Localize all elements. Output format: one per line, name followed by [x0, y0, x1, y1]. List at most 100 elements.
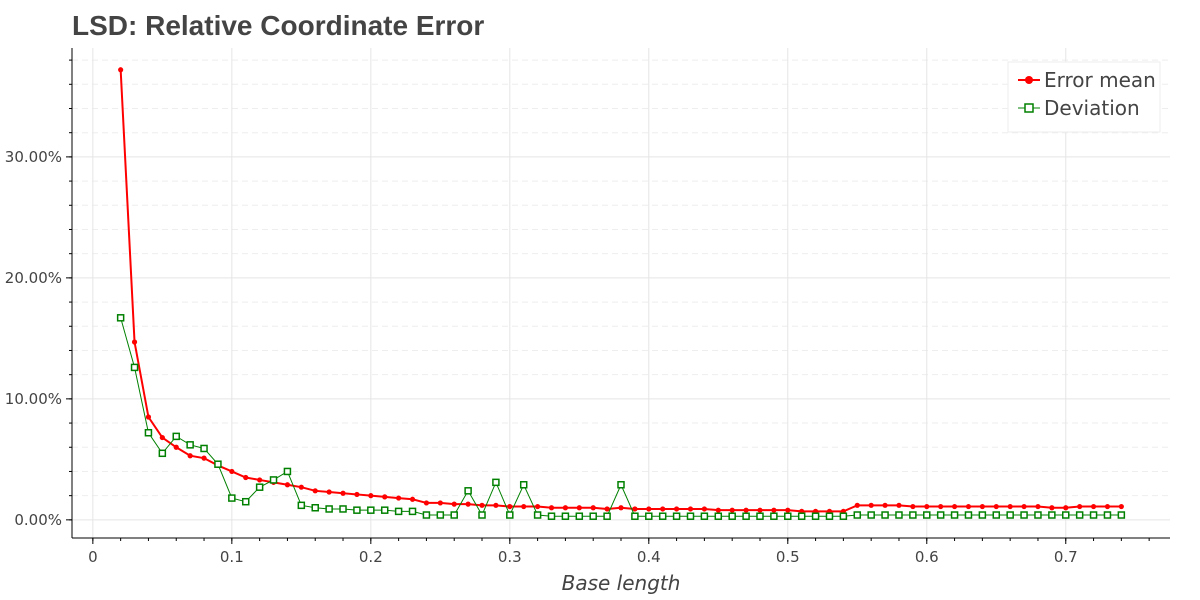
data-point-error-mean	[479, 502, 485, 508]
data-point-error-mean	[1118, 503, 1124, 510]
data-point-deviation	[144, 428, 153, 437]
data-point-deviation	[186, 441, 194, 449]
axes: 0 0.1 0.2 0.3 0.4 0.5 0.6 0.7 0.00% 10.00% 20.00% 3…	[5, 48, 1170, 566]
data-point-deviation	[853, 511, 862, 519]
data-point-deviation	[200, 444, 208, 453]
x-tick-label: 0.1	[220, 548, 244, 566]
data-point-error-mean	[548, 505, 555, 511]
data-point-deviation	[631, 512, 639, 520]
data-point-error-mean	[771, 507, 777, 513]
data-point-deviation	[617, 481, 625, 489]
data-point-error-mean	[896, 502, 902, 508]
data-point-error-mean	[1007, 503, 1013, 510]
data-point-error-mean	[312, 488, 318, 494]
data-point-deviation	[533, 511, 542, 519]
data-point-error-mean	[687, 506, 694, 512]
data-point-deviation	[978, 511, 987, 519]
data-point-deviation	[367, 506, 375, 514]
data-point-error-mean	[729, 507, 735, 513]
data-point-error-mean	[521, 503, 527, 510]
data-point-deviation	[811, 512, 820, 520]
data-point-error-mean	[1090, 503, 1097, 510]
data-point-deviation	[672, 512, 681, 520]
data-point-deviation	[950, 511, 959, 519]
data-point-error-mean	[298, 484, 304, 490]
data-point-error-mean	[715, 507, 721, 513]
data-point-deviation	[658, 512, 667, 520]
data-point-deviation	[992, 511, 1001, 519]
data-point-deviation	[589, 512, 597, 520]
data-point-error-mean	[1104, 503, 1111, 510]
legend-label-deviation: Deviation	[1044, 96, 1140, 120]
chart-title: LSD: Relative Coordinate Error	[72, 10, 485, 41]
data-point-error-mean	[673, 506, 680, 512]
data-point-deviation	[909, 511, 917, 519]
data-point-deviation	[408, 507, 417, 516]
data-point-error-mean	[326, 489, 332, 495]
data-point-deviation	[436, 511, 445, 519]
data-point-deviation	[214, 460, 222, 468]
data-point-error-mean	[882, 502, 888, 508]
data-point-deviation	[895, 511, 903, 519]
data-point-error-mean	[632, 506, 638, 512]
data-point-deviation	[519, 481, 528, 489]
data-point-error-mean	[604, 506, 610, 512]
data-point-deviation	[394, 507, 403, 516]
data-point-error-mean	[1035, 503, 1041, 510]
data-point-error-mean	[368, 493, 374, 499]
legend-marker-error-mean	[1025, 76, 1033, 84]
data-point-deviation	[1006, 511, 1014, 519]
data-point-deviation	[380, 506, 389, 514]
data-point-error-mean	[646, 506, 652, 512]
data-point-error-mean	[660, 506, 666, 512]
data-point-error-mean	[118, 67, 124, 73]
data-point-deviation	[964, 511, 973, 519]
series	[116, 67, 1126, 520]
data-point-error-mean	[187, 453, 193, 459]
data-point-deviation	[228, 494, 236, 502]
data-point-deviation	[241, 497, 250, 506]
data-point-error-mean	[229, 468, 235, 475]
data-point-deviation	[255, 483, 264, 491]
data-point-error-mean	[910, 503, 916, 510]
legend-box	[1007, 61, 1161, 133]
data-point-deviation	[839, 512, 848, 520]
data-point-deviation	[492, 478, 500, 487]
data-point-error-mean	[437, 500, 443, 506]
x-axis-label: Base length	[562, 571, 681, 595]
data-point-deviation	[450, 511, 458, 519]
y-tick-label: 0.00%	[14, 511, 62, 529]
data-point-deviation	[547, 512, 556, 520]
data-point-deviation	[645, 512, 653, 520]
data-point-deviation	[172, 432, 180, 441]
data-point-error-mean	[354, 491, 360, 498]
data-point-deviation	[936, 511, 945, 519]
data-point-error-mean	[1049, 505, 1055, 511]
legend-marker-deviation	[1024, 103, 1034, 113]
data-point-deviation	[311, 504, 319, 512]
data-point-deviation	[797, 512, 806, 520]
x-tick-label: 0.6	[915, 548, 939, 566]
data-point-deviation	[297, 501, 306, 510]
data-point-error-mean	[159, 434, 165, 441]
data-point-error-mean	[423, 500, 430, 506]
data-point-deviation	[1089, 511, 1098, 519]
data-point-error-mean	[507, 503, 513, 510]
data-point-error-mean	[173, 444, 179, 450]
data-point-deviation	[923, 511, 931, 519]
x-tick-label: 0.7	[1054, 548, 1078, 566]
data-point-error-mean	[868, 502, 874, 508]
data-point-error-mean	[743, 507, 749, 513]
y-tick-label: 20.00%	[5, 269, 62, 287]
data-point-error-mean	[284, 482, 291, 488]
legend: Error mean Deviation	[1007, 61, 1161, 133]
data-point-deviation	[478, 511, 486, 519]
data-point-error-mean	[785, 507, 791, 513]
data-point-deviation	[353, 506, 361, 514]
data-point-error-mean	[243, 474, 249, 481]
data-point-deviation	[561, 512, 570, 520]
data-point-error-mean	[924, 503, 930, 510]
data-point-deviation	[742, 512, 750, 520]
data-point-deviation	[1075, 511, 1084, 519]
